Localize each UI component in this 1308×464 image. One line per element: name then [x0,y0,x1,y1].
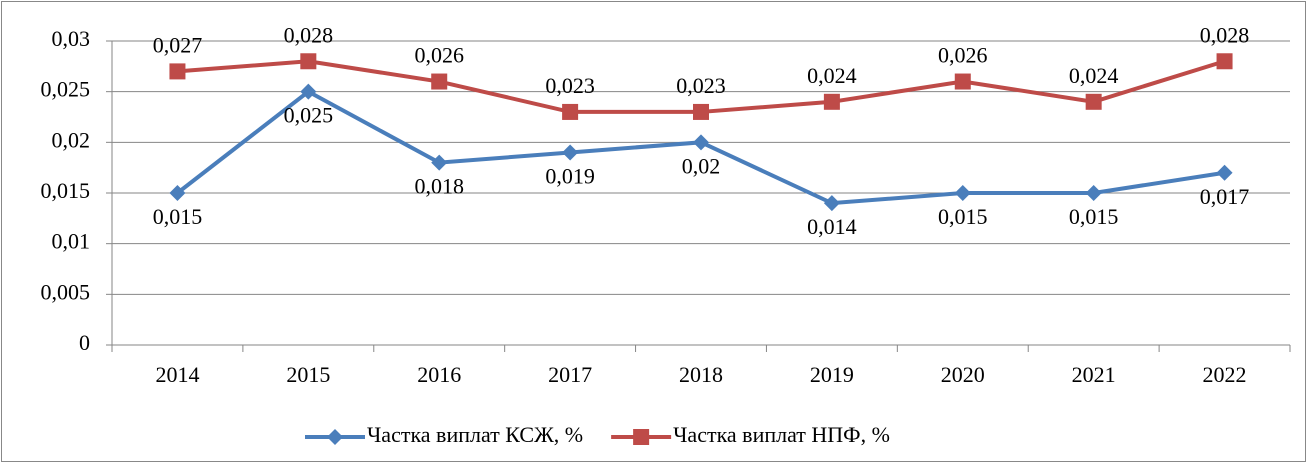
data-label: 0,023 [676,73,726,98]
x-tick-label: 2022 [1203,362,1247,387]
y-tick-label: 0,005 [41,279,91,304]
data-label: 0,023 [545,73,595,98]
legend-label: Частка виплат КСЖ, % [367,422,583,447]
point [1216,164,1233,181]
legend-marker [633,429,650,445]
y-tick-label: 0,02 [52,127,91,152]
data-label: 0,028 [1200,22,1250,47]
data-label: 0,017 [1200,184,1250,209]
point [954,185,971,201]
point [954,73,971,90]
point [431,73,448,90]
data-label: 0,026 [938,43,988,68]
data-label: 0,024 [807,63,857,88]
x-tick-label: 2016 [417,362,461,387]
data-label: 0,018 [414,174,464,199]
point [693,134,709,151]
point [169,185,186,201]
legend-marker [327,429,343,445]
point [169,63,186,80]
data-label: 0,028 [284,22,334,47]
x-tick-label: 2015 [286,362,330,387]
x-tick-label: 2014 [155,362,199,387]
point [1085,185,1102,201]
data-label: 0,025 [284,103,334,128]
y-tick-label: 0 [79,330,90,355]
data-label: 0,015 [153,204,203,229]
x-tick-label: 2019 [810,362,854,387]
y-tick-label: 0,01 [52,229,91,254]
legend-label: Частка виплат НПФ, % [673,422,890,447]
data-label: 0,014 [807,214,857,239]
y-tick-label: 0,015 [41,178,91,203]
x-tick-label: 2018 [679,362,723,387]
data-label: 0,024 [1069,63,1119,88]
point [562,144,579,161]
point [1085,93,1102,110]
point [562,103,579,120]
data-label: 0,027 [153,32,203,57]
x-tick-label: 2021 [1072,362,1116,387]
data-label: 0,02 [682,153,721,178]
point [300,83,317,100]
data-label: 0,026 [414,43,464,68]
y-tick-label: 0,03 [52,26,91,51]
x-tick-label: 2017 [548,362,592,387]
point [431,154,448,171]
data-label: 0,015 [938,204,988,229]
point [693,103,709,120]
data-label: 0,019 [545,164,595,189]
data-label: 0,015 [1069,204,1119,229]
y-tick-label: 0,025 [41,77,91,102]
x-tick-label: 2020 [941,362,985,387]
point [300,53,317,70]
point [823,93,840,110]
point [1216,53,1233,70]
point [823,195,840,212]
